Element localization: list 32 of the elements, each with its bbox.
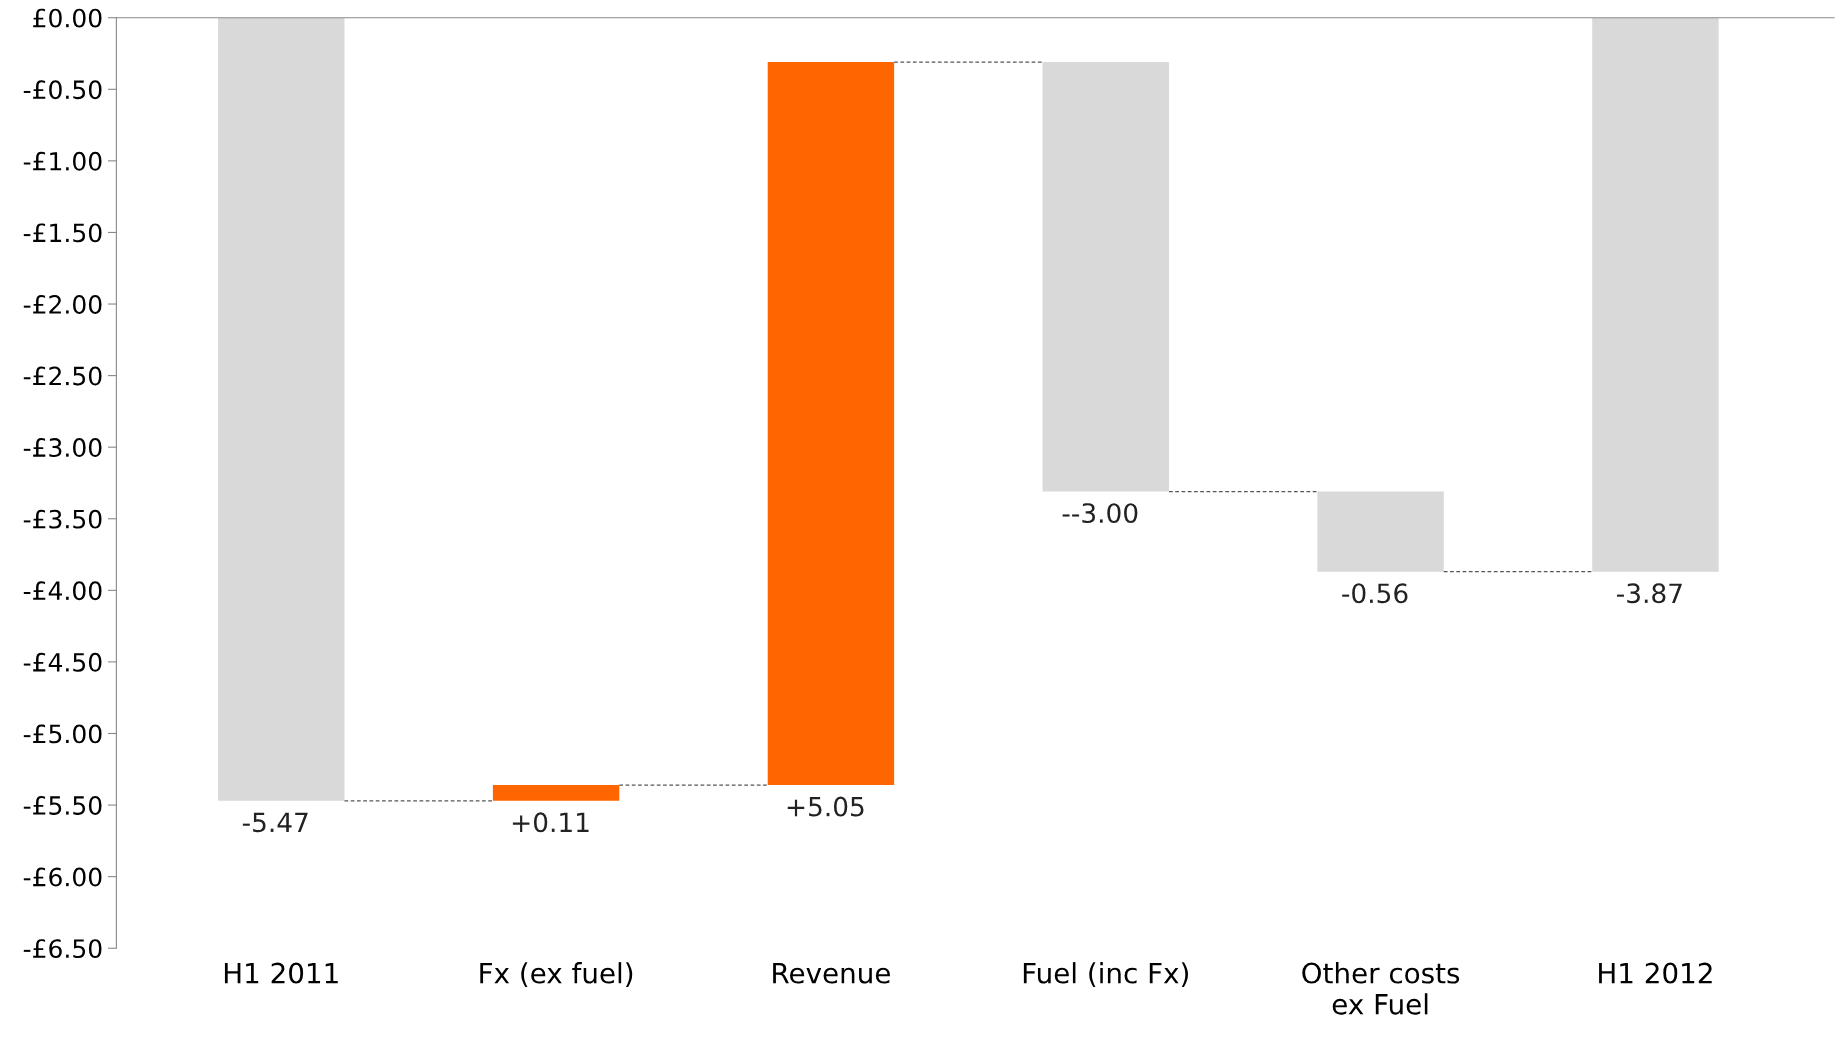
y-tick-label: -£5.00 — [23, 724, 102, 744]
x-tick-label: Other costs ex Fuel — [1302, 962, 1460, 1015]
y-tick-label: -£2.50 — [23, 366, 102, 386]
data-label: -0.56 — [1342, 583, 1408, 604]
y-tick-label: -£6.50 — [23, 939, 102, 959]
data-label: +5.05 — [787, 796, 864, 817]
y-tick-label: -£4.00 — [23, 581, 102, 601]
x-tick-label: Fx (ex fuel) — [480, 962, 633, 987]
data-label: +0.11 — [512, 812, 589, 833]
y-tick-label: -£5.50 — [23, 796, 102, 815]
x-tick-label: H1 2012 — [1599, 962, 1712, 984]
y-tick-label: -£1.50 — [23, 223, 102, 243]
y-tick-label: -£0.50 — [23, 80, 102, 100]
data-label: -3.87 — [1617, 583, 1682, 604]
x-tick-label: Fuel (inc Fx) — [1023, 962, 1188, 987]
y-tick-label: -£3.50 — [23, 509, 102, 529]
bar — [218, 17, 345, 801]
bar — [1592, 17, 1719, 572]
x-tick-label: Revenue — [773, 962, 890, 984]
y-tick-label: -£2.00 — [23, 294, 102, 314]
data-label: --3.00 — [1062, 503, 1138, 524]
x-tick-label: H1 2011 — [224, 962, 338, 984]
y-tick-label: -£1.00 — [23, 151, 102, 171]
y-tick-label: £0.00 — [33, 8, 102, 28]
bar — [492, 785, 620, 801]
y-tick-label: -£4.50 — [23, 652, 102, 672]
bar — [767, 62, 895, 786]
data-label: -5.47 — [242, 812, 308, 833]
bar — [1042, 62, 1169, 492]
y-tick-label: -£6.00 — [23, 867, 102, 887]
y-tick-label: -£3.00 — [23, 438, 102, 458]
bar — [1317, 491, 1444, 572]
